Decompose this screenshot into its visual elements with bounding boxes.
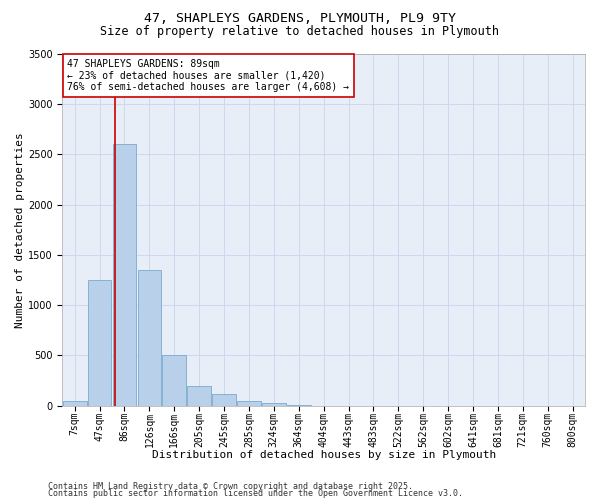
Text: 47, SHAPLEYS GARDENS, PLYMOUTH, PL9 9TY: 47, SHAPLEYS GARDENS, PLYMOUTH, PL9 9TY [144, 12, 456, 26]
Bar [113, 144, 136, 406]
Bar [163, 356, 186, 406]
Bar [187, 386, 211, 406]
Bar [287, 405, 311, 406]
Text: Contains public sector information licensed under the Open Government Licence v3: Contains public sector information licen… [48, 490, 463, 498]
X-axis label: Distribution of detached houses by size in Plymouth: Distribution of detached houses by size … [151, 450, 496, 460]
Bar [262, 402, 286, 406]
Text: Size of property relative to detached houses in Plymouth: Size of property relative to detached ho… [101, 25, 499, 38]
Bar [137, 270, 161, 406]
Y-axis label: Number of detached properties: Number of detached properties [15, 132, 25, 328]
Bar [237, 400, 261, 406]
Bar [88, 280, 112, 406]
Bar [63, 400, 86, 406]
Bar [212, 394, 236, 406]
Text: Contains HM Land Registry data © Crown copyright and database right 2025.: Contains HM Land Registry data © Crown c… [48, 482, 413, 491]
Text: 47 SHAPLEYS GARDENS: 89sqm
← 23% of detached houses are smaller (1,420)
76% of s: 47 SHAPLEYS GARDENS: 89sqm ← 23% of deta… [67, 60, 349, 92]
